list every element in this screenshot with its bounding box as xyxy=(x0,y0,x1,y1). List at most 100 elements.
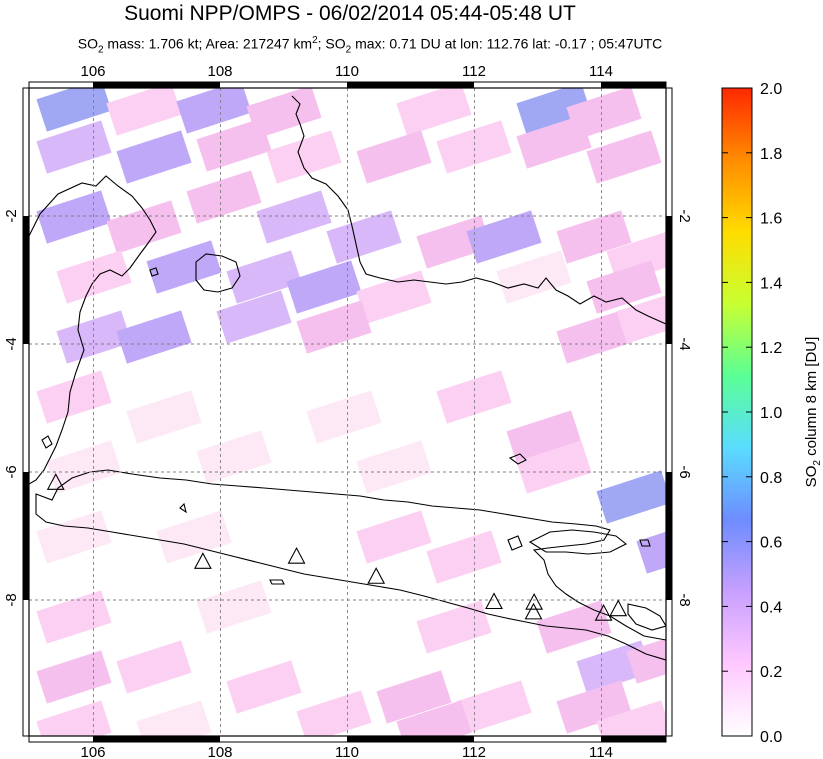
lat-tick-label: -2 xyxy=(676,209,693,222)
lon-tick-label: 110 xyxy=(335,744,359,759)
map-subtitle: SO2 mass: 1.706 kt; Area: 217247 km2; SO… xyxy=(77,35,663,56)
triangle-icon xyxy=(46,473,65,490)
so2-pixel xyxy=(416,215,492,269)
coastline-bali xyxy=(627,603,666,631)
triangle-icon xyxy=(485,592,503,610)
so2-pixel xyxy=(146,240,222,294)
lat-tick-label: -4 xyxy=(3,337,20,350)
lon-tick-label: 108 xyxy=(207,63,232,80)
so2-pixel xyxy=(556,680,632,734)
so2-pixel xyxy=(36,120,112,174)
so2-pixel xyxy=(396,700,472,736)
lat-tick-label: -8 xyxy=(3,593,20,606)
so2-pixel xyxy=(596,470,666,524)
so2-pixel xyxy=(596,700,666,736)
so2-pixel xyxy=(356,510,432,564)
so2-pixel xyxy=(216,290,292,344)
lat-tick-label: -8 xyxy=(676,593,693,606)
coastline-java xyxy=(35,469,666,661)
so2-pixel xyxy=(356,440,432,494)
lon-tick-label: 108 xyxy=(207,744,232,759)
so2-pixel xyxy=(116,640,192,694)
so2-pixel xyxy=(436,370,512,424)
so2-pixel xyxy=(296,690,372,736)
subtitle-mass-text: mass: 1.706 kt; Area: 217247 km xyxy=(103,35,313,52)
so2-pixel xyxy=(426,530,502,584)
so2-pixel xyxy=(586,260,662,314)
lon-ticks-bottom: 106 108 110 112 114 xyxy=(80,744,612,759)
so2-pixel xyxy=(296,300,372,354)
subtitle-mass-prefix: SO xyxy=(77,35,98,52)
so2-pixel xyxy=(516,440,592,494)
lon-tick-label: 112 xyxy=(462,63,486,80)
so2-pixel xyxy=(556,310,632,364)
so2-pixel xyxy=(396,88,472,136)
so2-pixel xyxy=(176,88,252,134)
lon-tick-label: 114 xyxy=(589,63,613,80)
so2-pixel xyxy=(626,630,666,684)
lon-tick-label: 110 xyxy=(335,63,359,80)
so2-pixel xyxy=(246,88,322,139)
so2-pixel xyxy=(36,510,112,564)
lat-tick-label: -6 xyxy=(3,465,20,478)
so2-pixel xyxy=(36,650,112,704)
volcano-markers xyxy=(46,473,628,621)
map-title: Suomi NPP/OMPS - 06/02/2014 05:44-05:48 … xyxy=(124,2,576,25)
so2-pixel xyxy=(636,520,666,574)
so2-pixel xyxy=(56,250,132,304)
so2-pixel xyxy=(566,88,642,140)
triangle-icon xyxy=(609,599,628,617)
so2-pixel xyxy=(496,250,572,304)
lat-tick-label: -4 xyxy=(676,337,693,350)
lat-tick-label: -2 xyxy=(3,209,20,222)
so2-pixel xyxy=(286,260,362,314)
so2-pixel xyxy=(436,120,512,174)
so2-pixel xyxy=(136,700,212,736)
coastline-bangka xyxy=(195,253,241,293)
so2-pixel xyxy=(256,190,332,244)
so2-pixel xyxy=(106,200,182,254)
subtitle-max-text: max: 0.71 DU at lon: 112.76 lat: -0.17 ;… xyxy=(351,35,663,52)
coastline-madura xyxy=(528,529,628,555)
so2-pixel xyxy=(196,580,272,634)
so2-pixel xyxy=(116,310,192,364)
subtitle-max-prefix: ; SO xyxy=(317,35,346,52)
so2-pixel xyxy=(616,290,666,344)
so2-pixel-field xyxy=(36,88,666,736)
so2-pixel xyxy=(326,210,402,264)
triangle-icon xyxy=(367,567,386,584)
coastline-borneo xyxy=(291,95,666,325)
so2-pixel xyxy=(556,210,632,264)
so2-pixel xyxy=(456,680,532,734)
lon-ticks-top: 106 108 110 112 114 xyxy=(80,63,612,80)
so2-pixel xyxy=(196,118,272,172)
so2-pixel xyxy=(356,270,432,324)
so2-pixel xyxy=(106,88,182,136)
so2-pixel xyxy=(36,590,112,644)
so2-pixel xyxy=(516,115,592,169)
triangle-icon xyxy=(525,592,544,610)
so2-pixel xyxy=(586,130,662,184)
so2-pixel xyxy=(116,130,192,184)
so2-pixel xyxy=(356,130,432,184)
so2-pixel xyxy=(516,88,592,136)
so2-pixel xyxy=(416,600,492,654)
triangle-icon xyxy=(594,604,613,621)
so2-pixel xyxy=(536,600,612,654)
subtitle-area-sup: 2 xyxy=(312,35,318,46)
lon-tick-label: 106 xyxy=(80,744,105,759)
so2-pixel xyxy=(126,390,202,444)
so2-pixel xyxy=(46,440,122,494)
map-frame xyxy=(22,81,673,743)
so2-pixel xyxy=(36,370,112,424)
so2-pixel xyxy=(506,410,582,464)
so2-pixel xyxy=(186,170,262,224)
so2-pixel xyxy=(156,510,232,564)
so2-pixel xyxy=(466,210,542,264)
so2-pixel xyxy=(196,430,272,484)
so2-pixel xyxy=(36,700,112,736)
so2-pixel xyxy=(36,190,112,244)
graticule xyxy=(29,88,666,736)
triangle-icon xyxy=(287,546,306,564)
